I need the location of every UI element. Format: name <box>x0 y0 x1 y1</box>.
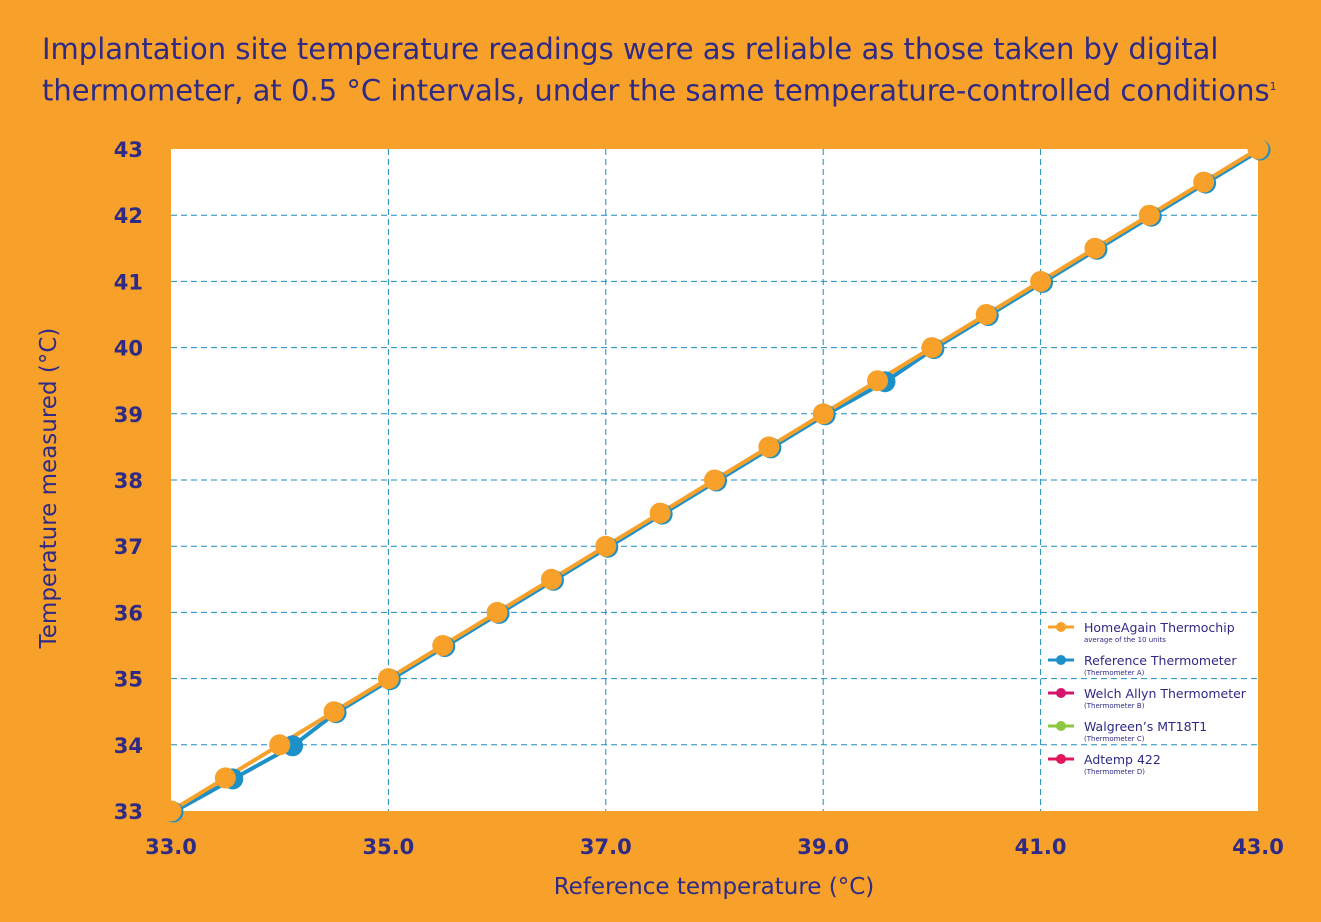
y-tick-label: 39 <box>114 403 143 427</box>
series-1-point-1 <box>214 767 236 789</box>
legend-label: Walgreen’s MT18T1 <box>1084 719 1207 734</box>
chart-title: Implantation site temperature readings w… <box>42 30 1282 110</box>
x-tick-label: 43.0 <box>1232 835 1284 859</box>
legend-sublabel: (Thermometer D) <box>1084 768 1145 776</box>
legend-sublabel: (Thermometer A) <box>1084 669 1145 677</box>
series-1-point-15 <box>975 304 997 325</box>
legend-label: Adtemp 422 <box>1084 752 1161 767</box>
legend-swatch-marker-0 <box>1056 622 1066 632</box>
legend-swatch-marker-2 <box>1056 688 1066 698</box>
series-1-point-11 <box>758 436 780 458</box>
series-1-point-7 <box>540 568 562 590</box>
series-1-point-8 <box>595 535 617 557</box>
y-tick-label: 35 <box>114 668 143 692</box>
legend-sublabel: (Thermometer C) <box>1084 735 1145 743</box>
series-1-point-2 <box>269 734 291 756</box>
chart-title-line-1: Implantation site temperature readings w… <box>42 32 1219 66</box>
series-1-point-18 <box>1138 204 1160 226</box>
x-axis: 33.0 35.0 37.0 39.0 41.0 43.0 <box>145 835 1284 859</box>
y-tick-label: 33 <box>114 800 143 824</box>
y-axis-label: Temperature measured (°C) <box>36 328 62 650</box>
series-1-point-0 <box>160 800 182 822</box>
y-tick-label: 37 <box>114 535 143 559</box>
series-layer <box>160 138 1271 823</box>
series-1-point-3 <box>323 701 345 723</box>
x-tick-label: 35.0 <box>362 835 414 859</box>
series-1-point-6 <box>486 601 508 623</box>
y-tick-label: 34 <box>114 734 143 758</box>
y-tick-label: 43 <box>114 138 143 162</box>
chart-title-line-2: thermometer, at 0.5 °C intervals, under … <box>42 73 1270 108</box>
y-tick-label: 40 <box>114 337 143 361</box>
x-tick-label: 37.0 <box>580 835 632 859</box>
legend-swatch-marker-4 <box>1056 754 1066 764</box>
legend-sublabel: (Thermometer B) <box>1084 702 1145 710</box>
series-1-point-4 <box>377 668 399 690</box>
legend-label: Reference Thermometer <box>1084 653 1237 668</box>
y-tick-label: 36 <box>114 601 143 625</box>
x-axis-label: Reference temperature (°C) <box>554 874 875 900</box>
x-tick-label: 39.0 <box>797 835 849 859</box>
series-1-point-9 <box>649 502 671 524</box>
legend-swatch-marker-3 <box>1056 721 1066 731</box>
legend-sublabel: average of the 10 units <box>1084 636 1166 644</box>
x-tick-label: 41.0 <box>1015 835 1067 859</box>
series-1-point-19 <box>1193 171 1215 193</box>
series-1-point-10 <box>704 469 725 491</box>
legend-swatch-marker-1 <box>1056 655 1066 665</box>
y-tick-label: 41 <box>114 270 143 294</box>
legend-label: Welch Allyn Thermometer <box>1084 686 1247 701</box>
series-1-point-12 <box>812 403 834 425</box>
y-axis: 33 34 35 36 37 38 39 40 41 42 43 <box>114 138 143 824</box>
series-1-point-14 <box>921 337 943 359</box>
legend-label: HomeAgain Thermochip <box>1084 620 1235 635</box>
series-1-point-17 <box>1084 237 1106 259</box>
series-1-point-20 <box>1247 138 1269 160</box>
y-tick-label: 42 <box>114 204 143 228</box>
y-tick-label: 38 <box>114 469 143 493</box>
series-1-point-16 <box>1030 270 1052 292</box>
x-tick-label: 33.0 <box>145 835 197 859</box>
series-1-point-13 <box>867 370 889 392</box>
chart-title-footnote: 1 <box>1269 80 1277 93</box>
series-1-point-5 <box>432 635 454 656</box>
